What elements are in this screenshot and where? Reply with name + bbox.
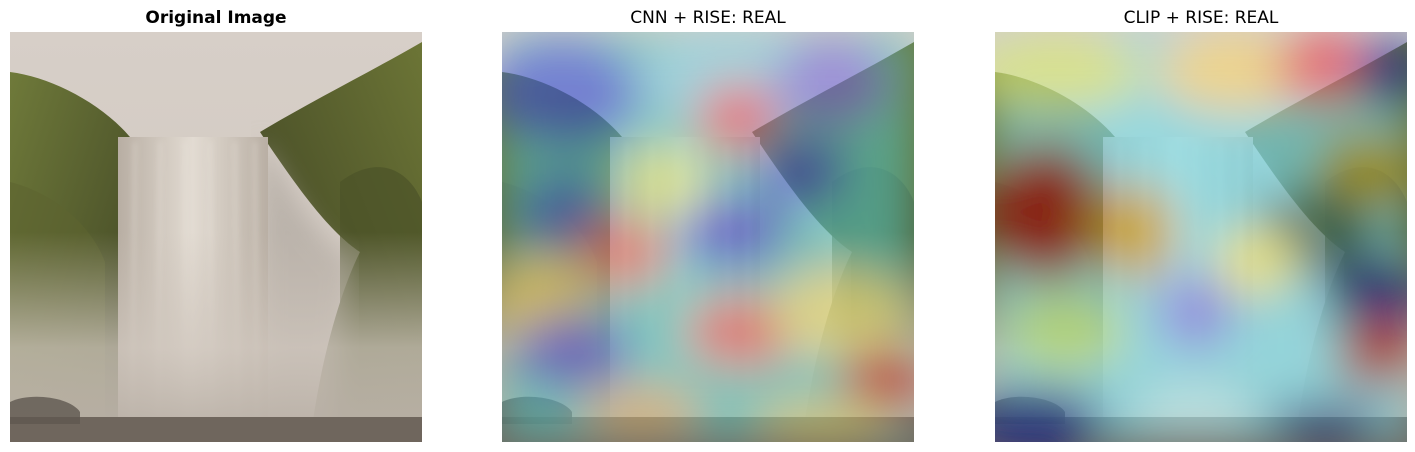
panel-title-clip-rise: CLIP + RISE: REAL	[1123, 8, 1279, 28]
clip-rise-heatmap	[995, 32, 1407, 442]
cnn-rise-heatmap	[502, 32, 914, 442]
panel-original: Original Image	[10, 0, 422, 452]
panel-clip-rise: CLIP + RISE: REAL	[995, 0, 1407, 452]
panel-title-original: Original Image	[145, 8, 287, 28]
original-image	[10, 32, 422, 442]
panel-cnn-rise: CNN + RISE: REAL	[502, 0, 914, 452]
panel-title-cnn-rise: CNN + RISE: REAL	[630, 8, 786, 28]
